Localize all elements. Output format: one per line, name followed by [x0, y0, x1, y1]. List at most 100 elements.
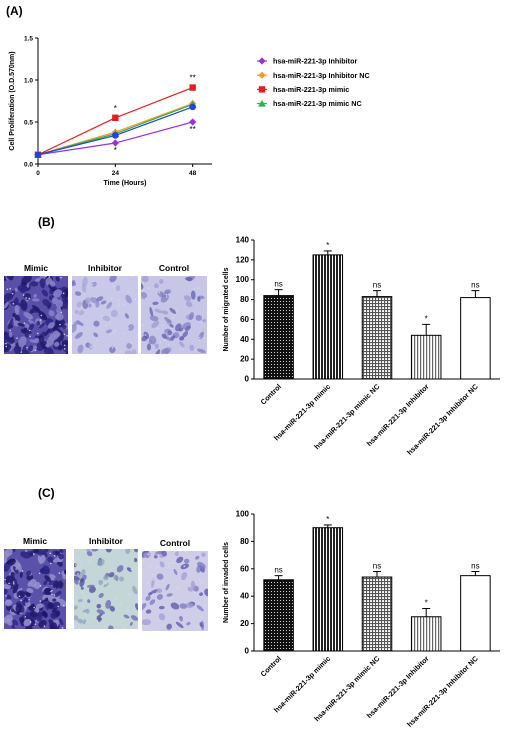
stained-cell [204, 588, 208, 597]
pore [92, 615, 95, 618]
micrograph-b-control-image [141, 276, 207, 354]
pore [122, 332, 125, 335]
stained-cell [12, 583, 19, 594]
stained-cell [100, 300, 107, 305]
bar [410, 334, 442, 380]
stained-cell [4, 561, 10, 572]
pore [198, 336, 201, 339]
micrograph-b-control-label: Control [158, 263, 190, 273]
pore [204, 340, 206, 343]
pore [176, 309, 178, 312]
pore [25, 297, 27, 299]
a-legend-label: hsa-miR-221-3p mimic [273, 85, 349, 94]
stained-cell [42, 298, 51, 307]
pore [120, 603, 122, 606]
stained-cell [74, 570, 81, 576]
stained-cell [58, 344, 64, 349]
stained-cell [166, 623, 172, 630]
panel-a-label: (A) [6, 4, 23, 18]
stained-cell [82, 619, 87, 625]
a-significance-mark: * [114, 146, 117, 155]
y-tick-label: 140 [236, 236, 250, 245]
stained-cell [46, 336, 55, 347]
y-tick-label: 40 [240, 335, 249, 344]
pore [83, 292, 86, 295]
stained-cell [5, 558, 16, 564]
pore [180, 628, 182, 630]
bar [312, 527, 344, 652]
stained-cell [161, 333, 167, 339]
pore [105, 324, 107, 327]
stained-cell [86, 584, 95, 588]
stained-cell [59, 549, 64, 554]
stained-cell [154, 552, 158, 556]
pore [157, 327, 159, 330]
stained-cell [44, 597, 49, 602]
pore [60, 311, 63, 314]
stained-cell [158, 613, 166, 621]
stained-cell [85, 297, 91, 305]
pore [9, 287, 12, 290]
stained-cell [159, 278, 164, 284]
y-tick-label: 20 [240, 355, 249, 364]
stained-cell [141, 291, 147, 300]
stained-cell [4, 345, 8, 351]
stained-cell [126, 343, 132, 349]
stained-cell [199, 592, 204, 596]
stained-cell [115, 285, 121, 292]
pore [38, 572, 41, 575]
stained-cell [74, 576, 79, 585]
pore [51, 589, 53, 592]
a-data-point [111, 139, 119, 147]
stained-cell [76, 301, 82, 308]
pore [83, 597, 86, 599]
pore [39, 600, 42, 602]
stained-cell [26, 570, 32, 577]
stained-cell [91, 549, 99, 552]
a-y-axis-title: Cell Proliferation (O.D.570nm) [9, 51, 16, 150]
a-x-axis-title: Time (Hours) [103, 180, 146, 187]
pore [130, 568, 133, 571]
pore [57, 605, 59, 608]
stained-cell [95, 301, 100, 308]
stained-cell [164, 316, 172, 324]
pore [53, 554, 56, 557]
stained-cell [15, 604, 22, 613]
stained-cell [54, 341, 60, 347]
pore [5, 595, 7, 597]
pore [173, 314, 176, 316]
pore [203, 337, 206, 340]
stained-cell [48, 580, 56, 586]
stained-cell [165, 336, 174, 342]
stained-cell [49, 573, 56, 579]
pore [22, 294, 25, 296]
invasion-bar-chart: 0 20 40 60 80 100 Number of invaded cells ns Con… [223, 510, 500, 729]
a-extra-data-point [189, 103, 196, 111]
stained-cell [86, 549, 91, 552]
pore [111, 623, 113, 625]
pore [39, 585, 42, 587]
stained-cell [32, 304, 41, 313]
micrograph-c-control-image [142, 551, 208, 631]
stained-cell [149, 306, 154, 317]
stained-cell [34, 337, 40, 343]
stained-cell [4, 614, 13, 624]
stained-cell [149, 599, 156, 605]
pore [149, 565, 152, 567]
a-significance-mark: ** [190, 74, 196, 83]
pore [111, 347, 114, 349]
stained-cell [4, 557, 8, 564]
stained-cell [197, 348, 206, 354]
bar [263, 295, 294, 380]
pore [89, 560, 91, 563]
stained-cell [28, 345, 34, 352]
pore [89, 549, 92, 550]
stained-cell [61, 339, 68, 346]
stained-cell [29, 578, 38, 588]
stained-cell [195, 314, 202, 321]
pore [23, 322, 26, 325]
stained-cell [45, 602, 50, 611]
stained-cell [19, 572, 23, 578]
pore [154, 619, 157, 622]
significance-label: ns [373, 281, 381, 290]
